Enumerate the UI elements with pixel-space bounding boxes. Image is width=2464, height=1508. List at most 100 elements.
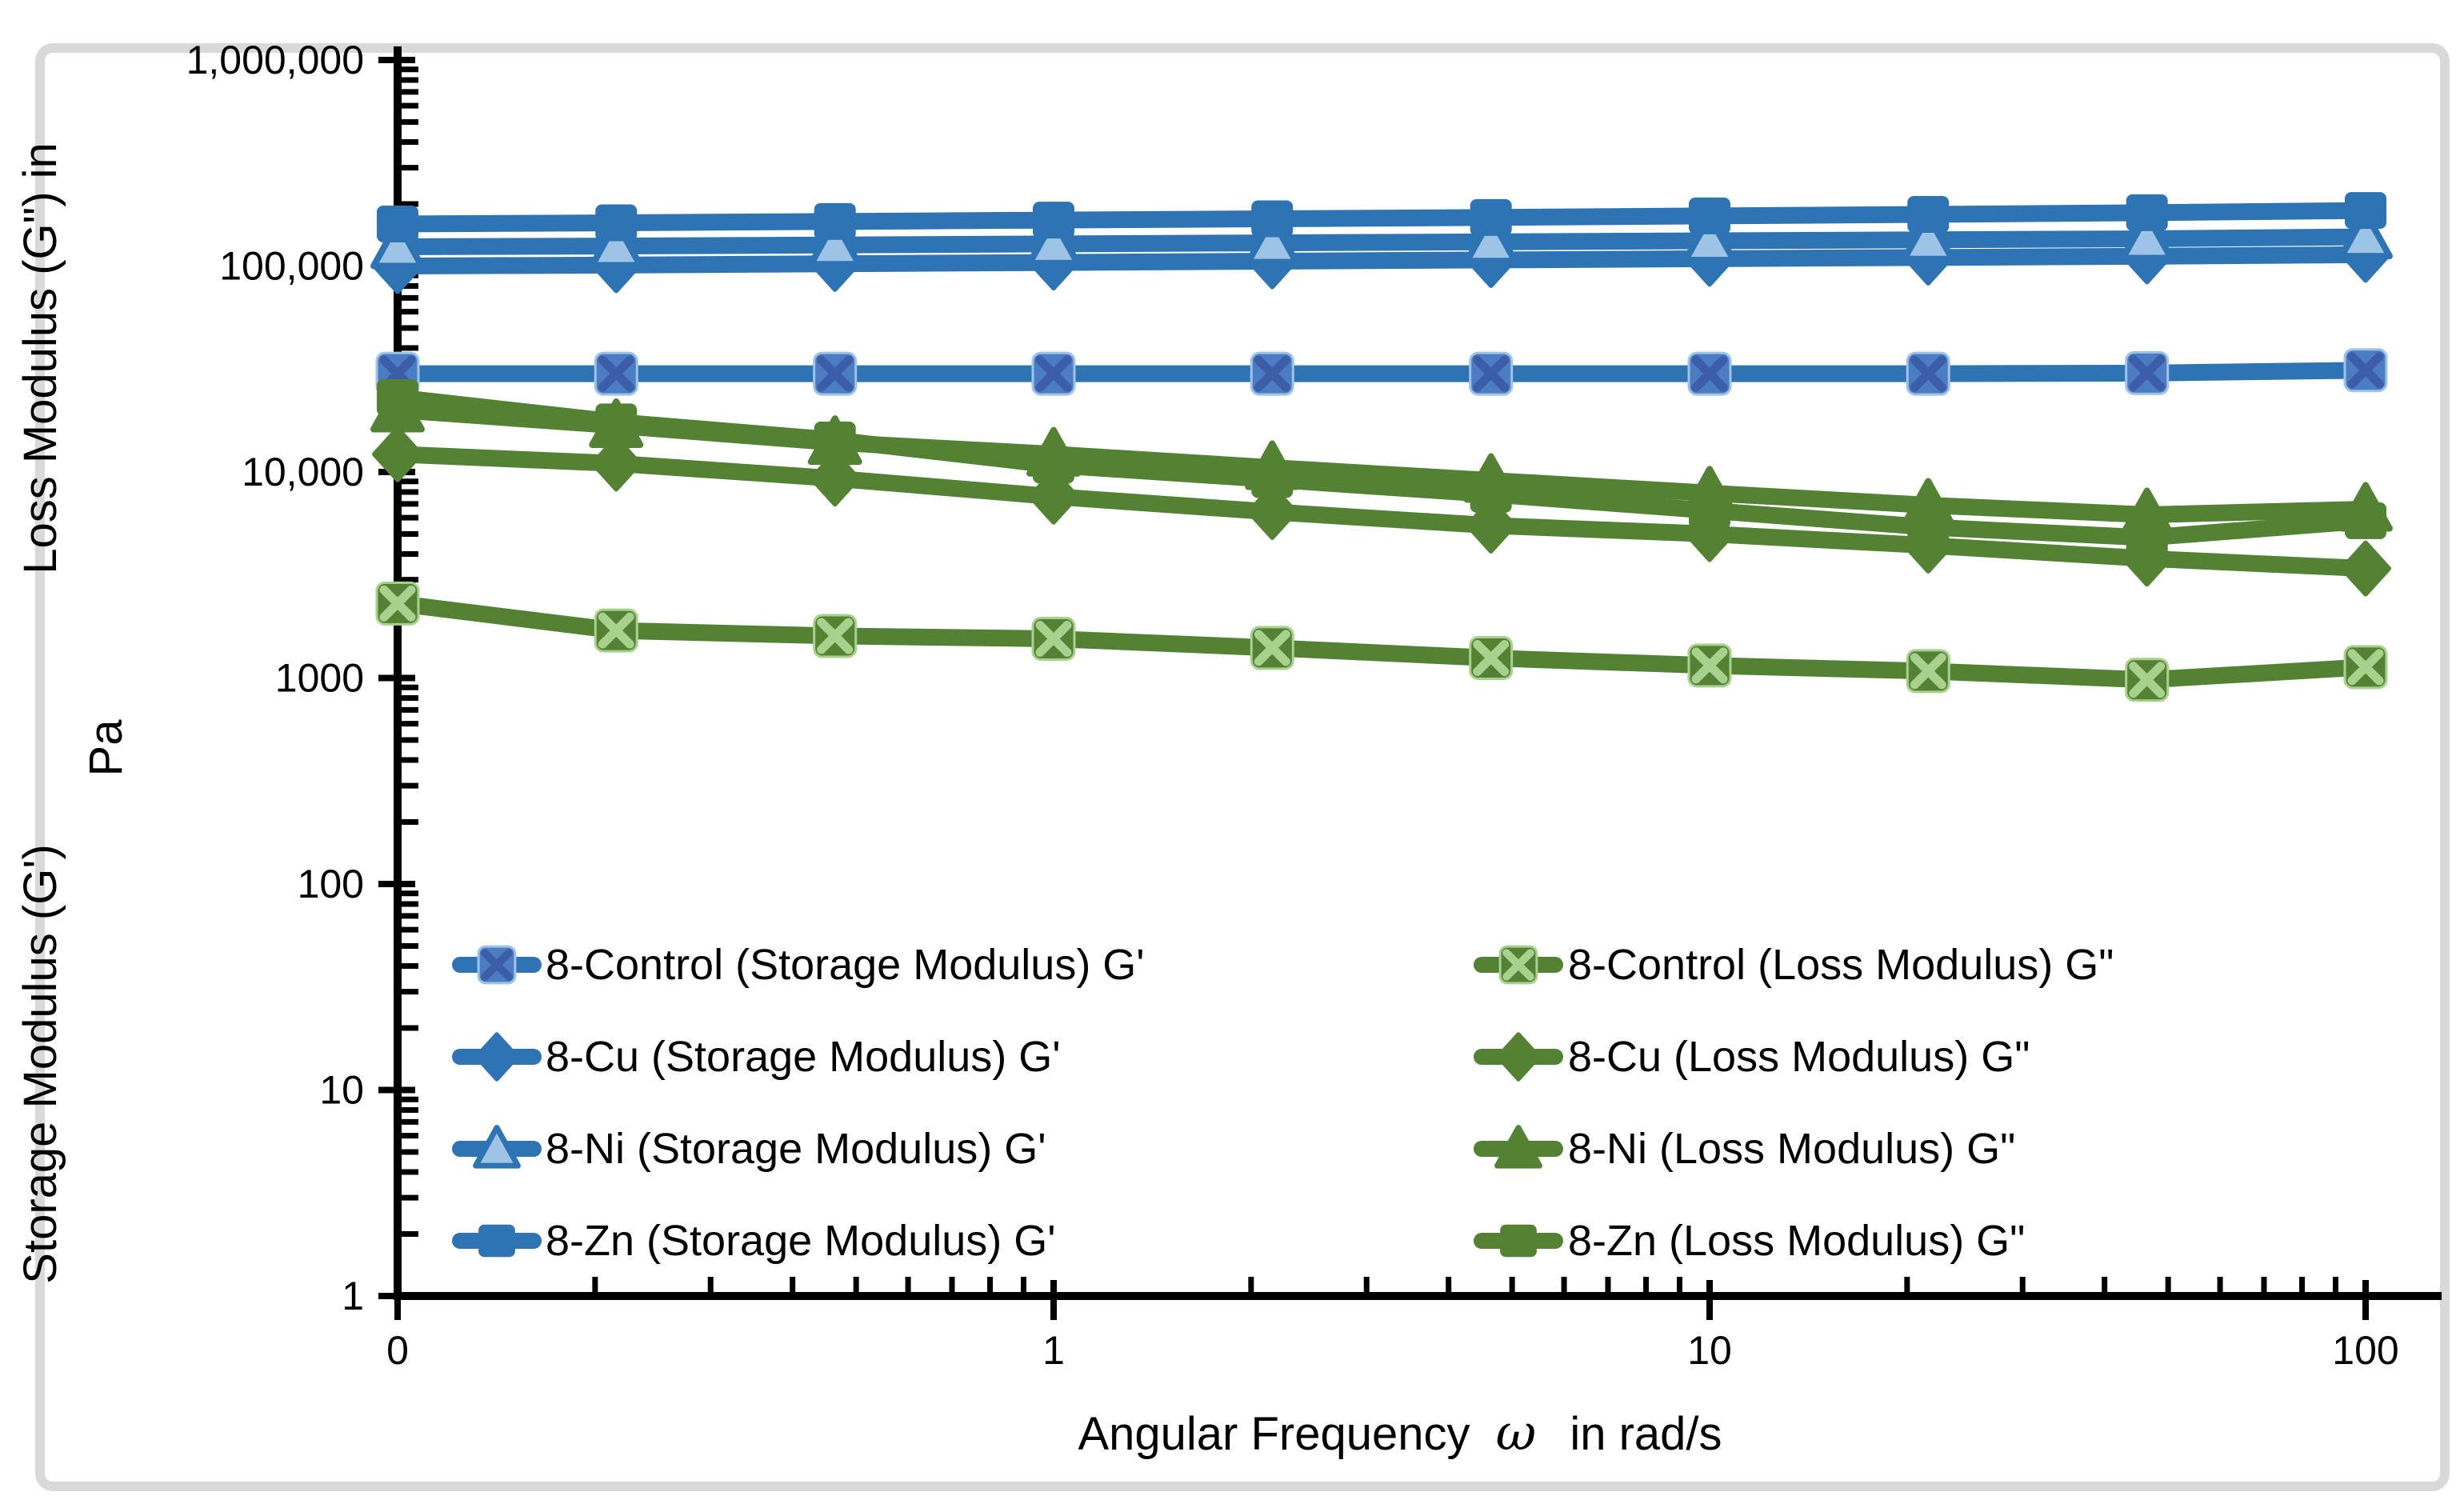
series-8-control-storage-modulus-g xyxy=(375,348,2388,396)
legend-label: 8-Control (Loss Modulus) G" xyxy=(1568,941,2114,989)
data-point-marker xyxy=(1033,202,1074,239)
series-8-ni-storage-modulus-g xyxy=(370,210,2393,270)
data-point-marker-x xyxy=(2129,354,2166,391)
y-axis-title-storage: Storage Modulus (G') xyxy=(14,844,66,1283)
y-tick-label: 1,000,000 xyxy=(186,38,364,82)
data-point-marker-x xyxy=(2129,662,2166,698)
series-line-8-control-storage-modulus-g xyxy=(389,362,2374,382)
x-tick-label: 0 xyxy=(386,1328,409,1373)
data-point-marker xyxy=(1463,214,1518,265)
data-point-marker xyxy=(1465,497,1517,554)
data-point-marker xyxy=(2345,502,2386,539)
data-point-marker-x xyxy=(1035,355,1072,392)
data-point-marker xyxy=(1901,212,1956,262)
y-tick-label: 10,000 xyxy=(242,450,364,494)
data-point-marker xyxy=(595,204,638,242)
legend-label: 8-Ni (Loss Modulus) G" xyxy=(1568,1125,2015,1173)
legend-label: 8-Control (Storage Modulus) G' xyxy=(546,941,1145,989)
data-point-marker xyxy=(2338,210,2393,260)
data-point-marker xyxy=(2345,192,2386,230)
data-point-marker-x xyxy=(1910,653,1946,690)
legend-item-8-ni-storage-modulus-g: 8-Ni (Storage Modulus) G' xyxy=(452,1125,1046,1173)
data-point-marker xyxy=(1689,492,1730,530)
series-8-control-loss-modulus-g xyxy=(375,581,2388,702)
data-point-marker xyxy=(1033,446,1074,484)
data-point-marker xyxy=(2340,540,2391,597)
data-point-marker-x xyxy=(1473,640,1510,677)
data-point-marker xyxy=(809,450,861,507)
series-line-8-zn-loss-modulus-g xyxy=(389,389,2374,546)
data-point-marker-x xyxy=(1691,647,1728,684)
y-tick-label: 100 xyxy=(298,862,364,906)
data-point-marker xyxy=(1028,468,1079,525)
data-point-marker-x xyxy=(1473,355,1510,392)
x-axis-title: Angular Frequency ω in rad/s xyxy=(1078,1403,1722,1462)
data-point-marker xyxy=(2119,211,2174,262)
legend-label: 8-Cu (Loss Modulus) G" xyxy=(1568,1033,2030,1081)
data-point-marker-x xyxy=(2347,649,2384,686)
data-point-marker-x xyxy=(817,618,854,654)
x-axis-title-prefix: Angular Frequency xyxy=(1078,1408,1470,1460)
data-point-marker xyxy=(595,403,638,441)
legend-label: 8-Ni (Storage Modulus) G' xyxy=(546,1125,1046,1173)
legend-marker xyxy=(474,1032,520,1082)
chart-border xyxy=(35,43,2450,1491)
legend-label: 8-Zn (Loss Modulus) G" xyxy=(1568,1217,2025,1265)
data-point-marker xyxy=(1246,483,1298,540)
data-point-marker xyxy=(1245,215,1300,266)
data-point-marker xyxy=(1907,508,1950,546)
data-point-marker xyxy=(814,422,856,459)
data-point-marker xyxy=(1251,200,1294,238)
y-tick-label: 100,000 xyxy=(219,244,364,289)
y-axis-title-loss: Loss Modulus (G") in xyxy=(14,142,66,574)
x-tick-label: 100 xyxy=(2332,1328,2398,1373)
data-point-marker-x xyxy=(1691,355,1728,392)
data-point-marker-x xyxy=(1035,620,1072,657)
series-line-8-zn-storage-modulus-g xyxy=(389,202,2374,233)
legend-item-8-zn-storage-modulus-g: 8-Zn (Storage Modulus) G' xyxy=(452,1217,1056,1265)
data-point-marker xyxy=(1470,475,1512,513)
series-line-8-cu-loss-modulus-g xyxy=(389,446,2374,578)
legend-item-8-cu-loss-modulus-g: 8-Cu (Loss Modulus) G" xyxy=(1474,1032,2030,1082)
legend: 8-Control (Storage Modulus) G' 8-Cu (Stor… xyxy=(452,941,2114,1265)
legend-marker xyxy=(1500,1224,1537,1258)
data-point-marker-x xyxy=(2347,352,2384,389)
data-point-marker xyxy=(2126,194,2168,231)
legend-item-8-control-storage-modulus-g: 8-Control (Storage Modulus) G' xyxy=(452,941,1145,989)
series-8-zn-loss-modulus-g xyxy=(377,378,2386,557)
data-point-marker-x xyxy=(1254,355,1290,392)
data-point-marker xyxy=(589,218,644,269)
series-line-8-ni-storage-modulus-g xyxy=(389,228,2374,255)
data-point-marker xyxy=(1470,198,1512,236)
legend-marker xyxy=(478,1224,515,1258)
legend-item-8-cu-storage-modulus-g: 8-Cu (Storage Modulus) G' xyxy=(452,1032,1061,1082)
data-point-marker-x xyxy=(1910,355,1946,392)
omega-symbol: ω xyxy=(1496,1403,1537,1462)
data-point-marker-x xyxy=(379,585,416,622)
legend-marker xyxy=(1494,1125,1542,1169)
data-point-marker xyxy=(1026,216,1081,266)
legend-label: 8-Zn (Storage Modulus) G' xyxy=(546,1217,1056,1265)
x-axis-title-suffix: in rad/s xyxy=(1570,1408,1722,1460)
data-point-marker xyxy=(2126,519,2168,557)
y-tick-label: 1 xyxy=(342,1274,364,1318)
x-tick-label: 10 xyxy=(1687,1328,1732,1373)
y-tick-label: 1000 xyxy=(275,656,364,701)
data-point-marker xyxy=(370,219,425,270)
series-line-8-control-loss-modulus-g xyxy=(389,594,2374,689)
legend-marker-x xyxy=(481,949,513,981)
data-point-marker-x xyxy=(598,355,634,392)
legend-item-8-zn-loss-modulus-g: 8-Zn (Loss Modulus) G" xyxy=(1474,1217,2025,1265)
series-line-8-cu-storage-modulus-g xyxy=(389,246,2374,274)
data-point-marker xyxy=(372,426,423,482)
data-point-marker xyxy=(590,435,642,492)
data-point-marker xyxy=(807,218,862,268)
axes xyxy=(378,46,2442,1320)
y-axis-title-unit: Pa xyxy=(80,719,132,777)
data-point-marker xyxy=(1251,461,1294,498)
series-8-cu-loss-modulus-g xyxy=(372,426,2391,597)
y-tick-label: 10 xyxy=(319,1068,364,1113)
data-point-marker xyxy=(1682,214,1737,264)
data-point-marker xyxy=(814,202,856,240)
